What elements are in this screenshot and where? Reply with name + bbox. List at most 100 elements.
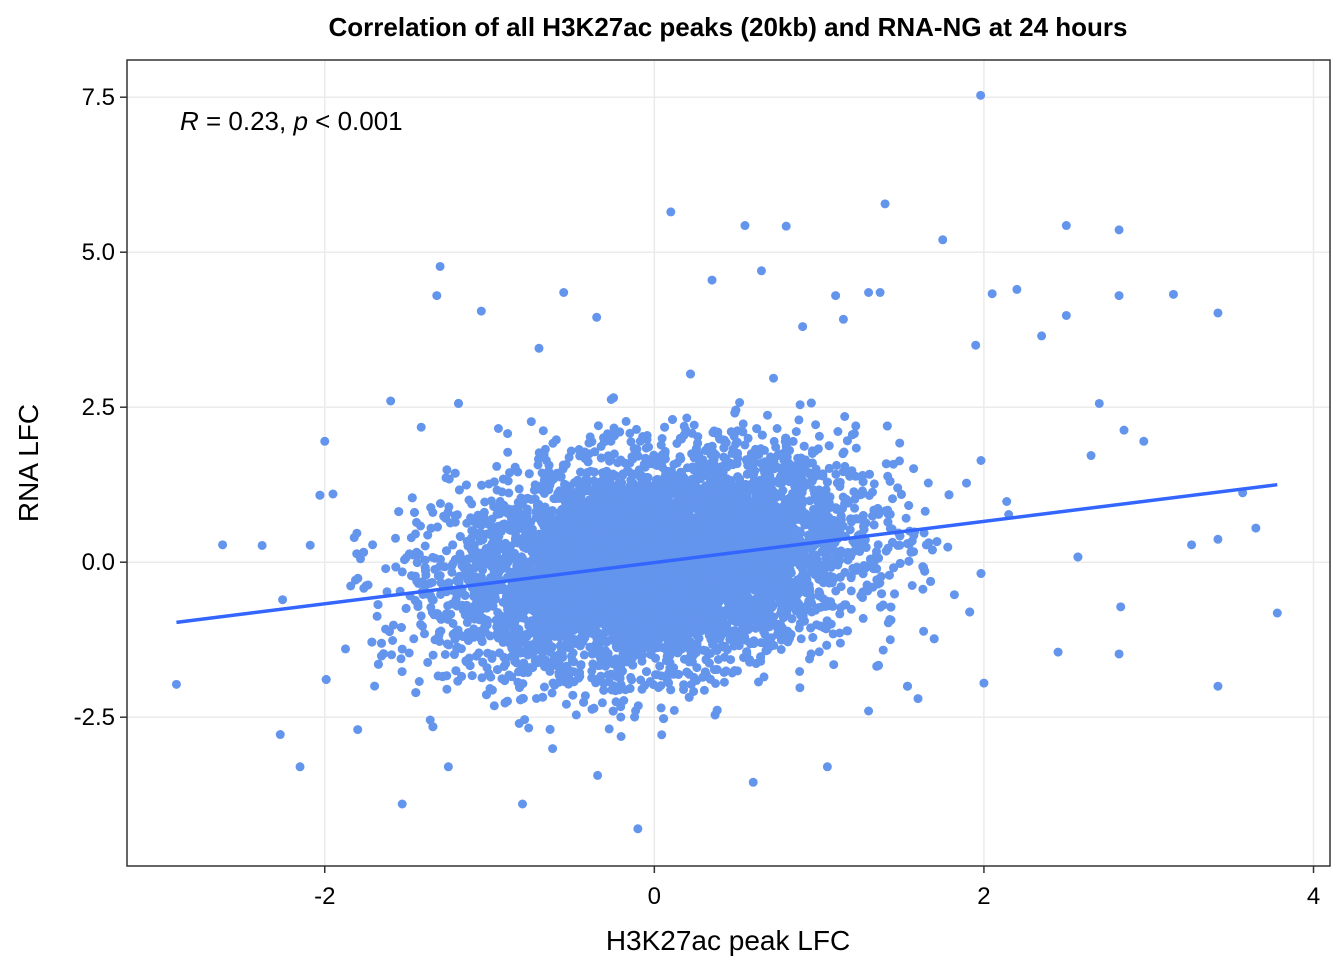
- data-point: [489, 701, 499, 711]
- data-point: [423, 530, 433, 540]
- data-point: [497, 487, 507, 497]
- data-point: [754, 677, 763, 687]
- data-point: [616, 732, 626, 741]
- data-point: [388, 636, 398, 645]
- data-point: [726, 655, 736, 665]
- data-point: [397, 567, 407, 577]
- data-point: [389, 620, 398, 630]
- data-point: [404, 648, 414, 658]
- data-point: [699, 685, 709, 695]
- data-point: [514, 484, 524, 494]
- data-point: [851, 443, 861, 453]
- data-point: [391, 533, 400, 543]
- data-point: [858, 613, 868, 623]
- data-point: [788, 436, 798, 446]
- data-point: [503, 429, 513, 439]
- data-point: [547, 688, 557, 698]
- data-point: [593, 770, 603, 780]
- data-point: [604, 724, 614, 734]
- data-point: [919, 626, 929, 636]
- data-point: [444, 502, 454, 512]
- data-point: [526, 417, 536, 427]
- data-point: [632, 424, 641, 434]
- data-point: [909, 464, 919, 474]
- data-point: [409, 634, 419, 644]
- data-point: [868, 487, 877, 497]
- data-point: [576, 467, 585, 477]
- data-point: [587, 666, 597, 676]
- data-point: [888, 494, 897, 504]
- data-point: [1002, 497, 1012, 506]
- data-point: [869, 479, 879, 489]
- data-point: [597, 698, 607, 708]
- chart-title: Correlation of all H3K27ac peaks (20kb) …: [329, 12, 1128, 42]
- data-point: [539, 682, 549, 692]
- data-point: [464, 653, 474, 663]
- data-point: [962, 478, 971, 488]
- data-point: [814, 647, 824, 657]
- data-point: [814, 587, 824, 597]
- data-point: [305, 540, 315, 550]
- data-point: [492, 461, 502, 471]
- data-point: [370, 681, 380, 691]
- data-point: [657, 434, 667, 443]
- data-point: [832, 460, 841, 470]
- data-point: [636, 675, 646, 685]
- data-point: [818, 594, 828, 604]
- data-point: [616, 455, 626, 465]
- data-point: [442, 684, 452, 694]
- data-point: [811, 420, 821, 430]
- data-point: [538, 426, 548, 436]
- data-point: [621, 416, 631, 426]
- data-point: [835, 609, 845, 619]
- data-point: [397, 644, 407, 654]
- data-point: [833, 427, 843, 436]
- data-point: [654, 683, 663, 693]
- data-point: [802, 458, 812, 468]
- data-point: [428, 650, 438, 660]
- data-point: [278, 595, 288, 605]
- data-points: [171, 90, 1282, 834]
- data-point: [943, 542, 953, 552]
- data-point: [821, 485, 831, 495]
- data-point: [846, 586, 856, 596]
- data-point: [682, 413, 692, 423]
- data-point: [794, 623, 804, 633]
- data-point: [571, 710, 581, 720]
- data-point: [414, 677, 424, 686]
- data-point: [845, 525, 855, 535]
- data-point: [921, 540, 931, 550]
- data-point: [524, 723, 534, 733]
- data-point: [888, 459, 898, 469]
- data-point: [545, 666, 555, 676]
- data-point: [662, 675, 672, 685]
- data-point: [763, 410, 772, 420]
- data-point: [387, 650, 397, 660]
- data-point: [810, 446, 820, 456]
- data-point: [589, 467, 599, 477]
- data-point: [641, 443, 651, 453]
- data-point: [895, 438, 905, 448]
- data-point: [719, 677, 729, 687]
- data-point: [885, 635, 895, 645]
- data-point: [420, 629, 429, 639]
- data-point: [829, 660, 839, 670]
- data-point: [637, 684, 647, 694]
- data-point: [814, 431, 824, 441]
- data-point: [566, 446, 576, 456]
- data-point: [579, 650, 589, 660]
- data-point: [796, 634, 806, 644]
- data-point: [435, 499, 445, 508]
- data-point: [743, 433, 753, 443]
- data-point: [548, 744, 558, 754]
- data-point: [769, 373, 778, 383]
- data-point: [450, 517, 460, 527]
- data-point: [669, 705, 679, 715]
- data-point: [835, 638, 845, 648]
- data-point: [503, 447, 513, 457]
- data-point: [368, 540, 378, 550]
- data-point: [735, 398, 745, 407]
- data-point: [907, 581, 917, 590]
- data-point: [480, 497, 490, 507]
